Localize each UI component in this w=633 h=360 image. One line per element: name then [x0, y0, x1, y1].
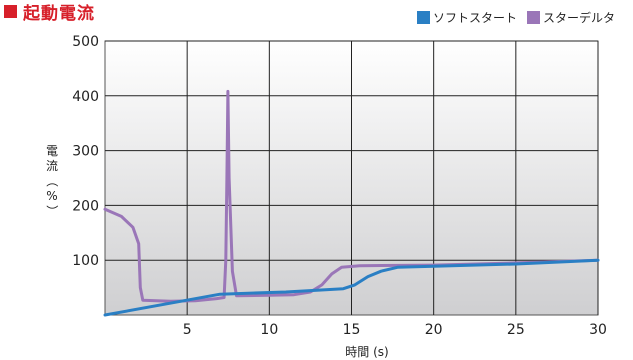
x-tick-label: 15 [343, 322, 361, 338]
x-axis-label: 時間 (s) [345, 345, 388, 359]
x-tick-label: 20 [425, 322, 443, 338]
series-layer [103, 89, 600, 317]
y-axis-label-char: （ [45, 175, 59, 187]
chart-title: 起動電流 [4, 0, 95, 24]
y-tick-label: 100 [72, 253, 99, 269]
legend-item-star-delta: スターデルタ [526, 9, 615, 26]
y-axis-label-char: 流 [46, 159, 58, 173]
grid-lines [105, 40, 599, 315]
legend: ソフトスタート スターデルタ [407, 9, 615, 26]
y-axis-label-char: ） [45, 205, 59, 217]
y-axis-label-char: 電 [46, 144, 58, 158]
legend-swatch-soft-start [416, 11, 430, 24]
series-line-star-delta [103, 89, 600, 303]
legend-label-soft-start: ソフトスタート [432, 11, 517, 25]
x-tick-label: 10 [260, 322, 278, 338]
y-tick-label: 200 [72, 198, 99, 214]
x-tick-label: 30 [589, 322, 607, 338]
chart-title-text: 起動電流 [23, 3, 95, 24]
legend-swatch-star-delta [526, 11, 540, 24]
y-tick-label: 400 [72, 89, 99, 105]
title-marker [4, 4, 17, 18]
y-axis-label-char: % [46, 189, 57, 203]
x-tick-label: 5 [183, 322, 192, 338]
x-axis-ticks: 5 10 15 20 25 30 [183, 322, 607, 338]
y-tick-label: 500 [72, 34, 99, 50]
y-tick-label: 300 [72, 144, 99, 160]
series-line-soft-start [103, 258, 600, 317]
y-axis-ticks: 100 200 300 400 500 [72, 34, 99, 269]
legend-label-star-delta: スターデルタ [542, 11, 615, 25]
legend-item-soft-start: ソフトスタート [416, 9, 517, 26]
y-axis-label: 電流 （% ） [45, 144, 59, 217]
x-tick-label: 25 [507, 322, 525, 338]
